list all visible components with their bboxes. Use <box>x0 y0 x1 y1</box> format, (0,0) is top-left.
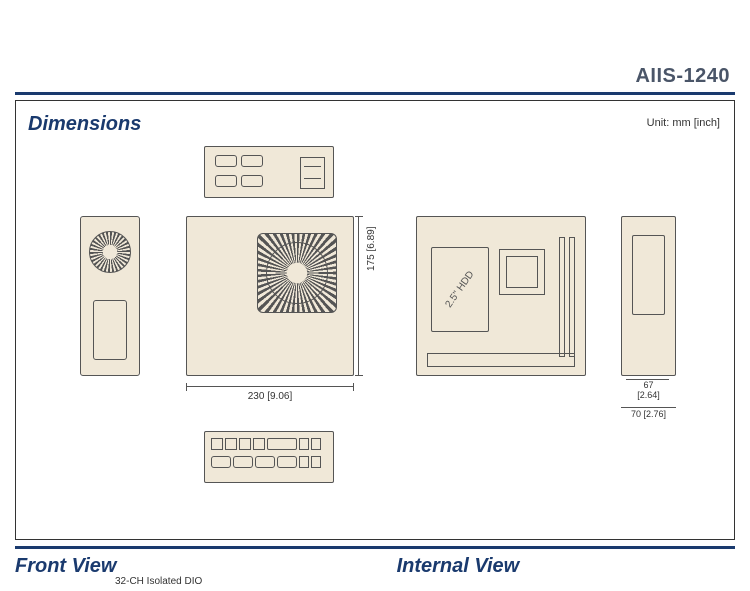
dimension-width-label: 230 [9.06] <box>186 391 354 402</box>
depth-inner-inch: [2.64] <box>637 390 660 400</box>
depth-inner-mm: 67 <box>643 380 653 390</box>
model-name: AIIS-1240 <box>635 65 730 88</box>
dimm-slot-icon <box>559 237 565 357</box>
view-rear <box>204 146 334 198</box>
rear-ports-row1 <box>215 155 263 167</box>
serial-port-icon <box>255 456 275 468</box>
dimension-depth-outer-label: 70 [2.76] <box>616 409 681 419</box>
usb-port-icon <box>299 456 309 468</box>
side-panel-recess <box>632 235 665 315</box>
view-side-right <box>621 216 676 376</box>
lan-port-icon <box>239 438 251 450</box>
bottom-headings-row: Front View Internal View <box>15 546 735 578</box>
dimm-slot-icon <box>569 237 575 357</box>
rear-ports-row2 <box>215 175 263 187</box>
view-side-left <box>80 216 140 376</box>
serial-port-icon <box>233 456 253 468</box>
dimension-depth-inner-label: 67 [2.64] <box>621 381 676 401</box>
dimensions-heading: Dimensions <box>28 113 141 136</box>
view-top <box>186 216 354 376</box>
fan-icon <box>89 231 131 273</box>
cpu-socket-icon <box>499 249 545 295</box>
lan-port-icon <box>211 438 223 450</box>
serial-port-icon <box>241 155 263 167</box>
front-io-row1 <box>211 438 327 452</box>
front-view-heading: Front View <box>15 555 397 578</box>
front-dio-label: 32-CH Isolated DIO <box>115 576 202 587</box>
drawings-area: 175 [6.89] 230 [9.06] 2.5" HDD 67 [2.64]… <box>16 141 734 539</box>
dimensions-panel: Dimensions Unit: mm [inch] 175 [6.89] <box>15 100 735 540</box>
usb-port-icon <box>299 438 309 450</box>
lan-port-icon <box>253 438 265 450</box>
dimension-line-depth-outer <box>621 407 676 408</box>
unit-label: Unit: mm [inch] <box>647 117 720 129</box>
view-internal: 2.5" HDD <box>416 216 586 376</box>
side-slot-icon <box>93 300 127 360</box>
pcb-edge-icon <box>427 353 575 367</box>
dio-port-icon <box>267 438 297 450</box>
front-io-row2 <box>211 456 327 470</box>
vent-icon <box>300 157 325 189</box>
dimension-line-width <box>186 386 354 387</box>
usb-port-icon <box>311 438 321 450</box>
serial-port-icon <box>277 456 297 468</box>
usb-port-icon <box>311 456 321 468</box>
internal-view-heading: Internal View <box>397 555 735 578</box>
hdd-label: 2.5" HDD <box>443 269 476 310</box>
hdd-bay-icon: 2.5" HDD <box>431 247 489 332</box>
fan-grill-icon <box>257 233 337 313</box>
lan-port-icon <box>225 438 237 450</box>
view-front-io <box>204 431 334 483</box>
vga-port-icon <box>211 456 231 468</box>
dimension-height-label: 175 [6.89] <box>366 227 377 271</box>
serial-port-icon <box>215 175 237 187</box>
top-rule <box>15 92 735 95</box>
serial-port-icon <box>215 155 237 167</box>
serial-port-icon <box>241 175 263 187</box>
